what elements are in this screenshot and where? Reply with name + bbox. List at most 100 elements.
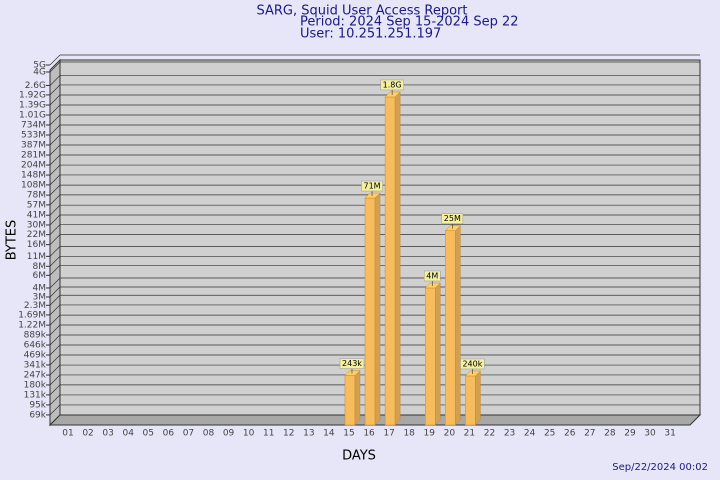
bar-side xyxy=(455,225,461,426)
x-tick-label: 25 xyxy=(544,429,555,439)
grid-line xyxy=(49,164,61,176)
grid-line xyxy=(49,234,61,245)
x-tick-label: 28 xyxy=(604,429,616,439)
grid-line xyxy=(49,114,61,126)
bar xyxy=(384,96,396,426)
y-tick-label: 889k xyxy=(24,331,47,341)
grid-line xyxy=(49,364,61,376)
y-tick-label: 69k xyxy=(29,410,46,420)
grid-line xyxy=(49,246,61,257)
y-tick-label: 4G xyxy=(33,67,46,77)
grid-line xyxy=(49,94,61,106)
value-label-box xyxy=(361,180,383,192)
bar-side xyxy=(475,370,481,426)
grid-line xyxy=(49,394,61,406)
title: SARG, Squid User Access Report xyxy=(257,4,468,19)
x-tick-label: 22 xyxy=(484,429,495,439)
grid-line xyxy=(49,286,61,298)
y-tick-label: 4M xyxy=(33,283,47,293)
x-tick-label: 08 xyxy=(203,429,215,439)
grid-line xyxy=(49,224,61,235)
grid-line xyxy=(49,134,61,146)
y-tick-label: 131k xyxy=(24,390,47,400)
grid-line xyxy=(49,75,61,86)
x-tick-label: 19 xyxy=(424,429,436,439)
value-label-box xyxy=(460,358,485,370)
x-tick-label: 14 xyxy=(323,429,335,439)
grid-line xyxy=(49,324,61,336)
grid-line xyxy=(49,194,61,206)
bar-top xyxy=(464,370,482,377)
grid-line xyxy=(49,54,61,66)
value-label-box xyxy=(339,358,365,369)
y-tick-label: 180k xyxy=(24,380,47,390)
grid-line xyxy=(49,344,61,356)
y-tick-label: 2.3M xyxy=(24,301,46,311)
grid-line xyxy=(49,144,61,156)
y-tick-label: 41M xyxy=(27,211,46,221)
x-tick-label: 05 xyxy=(143,429,154,439)
y-tick-label: 22M xyxy=(27,230,46,240)
y-tick-label: 533M xyxy=(21,131,46,141)
grid-line xyxy=(49,61,61,73)
y-tick-label: 108M xyxy=(21,180,46,190)
grid-line xyxy=(49,354,61,366)
bar-side xyxy=(354,369,361,426)
x-tick-label: 01 xyxy=(62,429,73,439)
y-axis-label: BYTES xyxy=(5,220,20,261)
y-tick-label: 1.39G xyxy=(19,101,46,111)
grid-line xyxy=(49,384,61,396)
grid-line xyxy=(49,295,61,306)
y-tick-label: 78M xyxy=(27,191,46,201)
grid-line xyxy=(49,204,61,216)
x-tick-label: 10 xyxy=(243,429,255,439)
x-tick-label: 11 xyxy=(263,429,274,439)
value-label: 240k xyxy=(462,359,482,368)
y-tick-label: 1.69M xyxy=(18,310,46,320)
grid-line xyxy=(49,154,61,166)
y-tick-label: 247k xyxy=(24,371,47,381)
y-tick-label: 95k xyxy=(29,400,46,410)
x-tick-label: 02 xyxy=(82,429,93,439)
x-tick-label: 12 xyxy=(283,429,294,439)
x-tick-label: 30 xyxy=(644,429,656,439)
x-tick-label: 07 xyxy=(183,429,194,439)
grid-line xyxy=(49,84,61,96)
bar-top xyxy=(424,282,441,289)
value-label-box xyxy=(380,79,404,91)
grid-line xyxy=(49,404,61,416)
y-tick-label: 646k xyxy=(24,340,47,350)
grid-line xyxy=(49,174,61,186)
bar xyxy=(425,287,436,426)
y-tick-label: 30M xyxy=(27,220,46,230)
subtitle: User: 10.251.251.197 xyxy=(300,27,441,42)
y-tick-label: 1.01G xyxy=(19,111,46,121)
value-label: 25M xyxy=(444,214,461,223)
x-tick-label: 09 xyxy=(223,429,235,439)
grid-line xyxy=(49,277,61,289)
grid-line xyxy=(49,256,61,267)
value-label: 4M xyxy=(426,271,438,280)
grid-line xyxy=(49,314,61,326)
y-tick-label: 341k xyxy=(24,360,47,370)
grid-line xyxy=(49,104,61,116)
x-tick-label: 15 xyxy=(343,429,354,439)
y-tick-label: 11M xyxy=(27,252,46,262)
bar-side xyxy=(435,282,441,426)
y-tick-label: 16M xyxy=(27,240,46,250)
y-tick-label: 5G xyxy=(33,61,46,71)
x-tick-label: 23 xyxy=(504,429,515,439)
bar-top xyxy=(384,91,401,98)
footer: Sep/22/2024 00:02 xyxy=(612,462,708,473)
x-tick-label: 31 xyxy=(664,429,675,439)
y-tick-label: 387M xyxy=(21,141,46,151)
value-label: 243k xyxy=(342,359,362,368)
x-tick-label: 20 xyxy=(444,429,456,439)
grid-line xyxy=(49,124,61,136)
y-tick-label: 57M xyxy=(27,200,46,210)
x-tick-label: 16 xyxy=(363,429,375,439)
y-tick-label: 8M xyxy=(33,262,47,272)
bar xyxy=(364,197,376,426)
